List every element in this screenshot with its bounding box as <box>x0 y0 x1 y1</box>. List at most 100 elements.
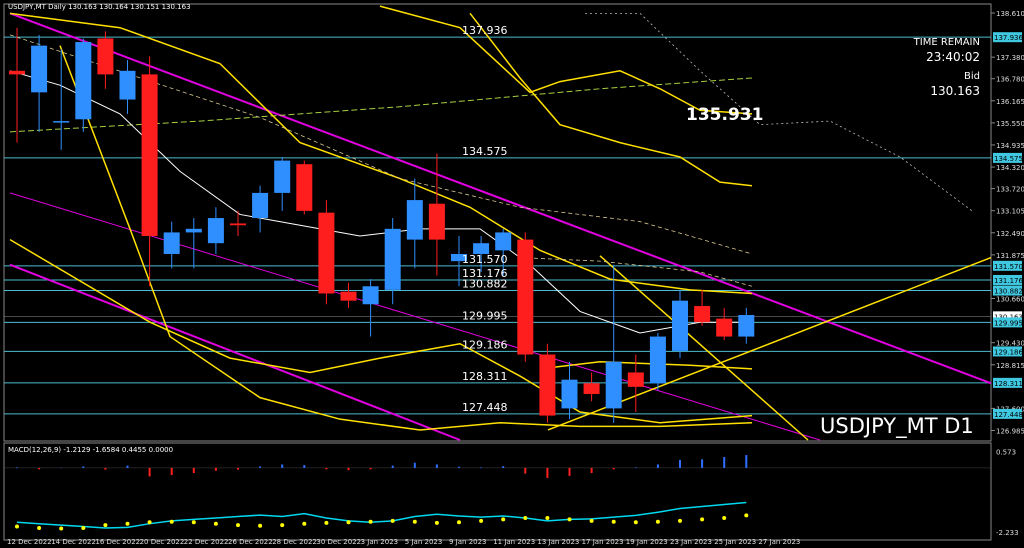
candle-body <box>649 336 666 384</box>
pivot-price-label: 135.931 <box>686 105 764 125</box>
level-label: 134.575 <box>462 145 508 158</box>
channel-lower-line <box>9 263 461 441</box>
macd-signal-dot <box>655 519 660 524</box>
level-label: 129.995 <box>462 309 508 322</box>
candle-body <box>406 200 423 240</box>
price-axis-tag-text: 130.163 <box>994 313 1023 321</box>
time-axis-label: 17 Jan 2023 <box>582 538 624 546</box>
macd-signal-dot <box>457 520 461 525</box>
candle-body <box>495 232 512 251</box>
macd-signal-dot <box>125 521 130 526</box>
macd-signal-dot <box>302 521 307 526</box>
macd-axis-label: 0.573 <box>996 448 1016 456</box>
candle-body <box>428 203 445 240</box>
yellow-band-line <box>469 12 753 187</box>
macd-signal-dot <box>700 517 705 522</box>
macd-header: MACD(12,26,9) -1.2129 -1.6584 0.4455 0.0… <box>8 446 174 454</box>
short-ma-line <box>9 70 752 334</box>
candle-body <box>362 286 379 305</box>
time-axis-label: 20 Dec 2022 <box>140 538 185 546</box>
price-axis-tag <box>993 285 1022 296</box>
macd-signal-dot <box>346 520 351 525</box>
price-axis-label: 137.380 <box>996 54 1024 62</box>
symbol-watermark: USDJPY_MT D1 <box>820 414 974 438</box>
candle-body <box>296 164 313 211</box>
bid-value: 130.163 <box>930 84 980 98</box>
price-axis-label: 136.165 <box>996 98 1024 106</box>
price-axis-label: 133.105 <box>996 208 1024 216</box>
macd-signal-dot <box>412 519 417 524</box>
time-axis-label: 16 Dec 2022 <box>95 538 140 546</box>
price-axis-label: 136.780 <box>996 76 1024 84</box>
price-axis-tag <box>993 32 1022 43</box>
candle-body <box>583 383 600 395</box>
price-axis-tag-text: 127.448 <box>994 411 1023 419</box>
time-axis-label: 5 Jan 2023 <box>405 538 443 546</box>
macd-signal-dot <box>479 518 484 523</box>
time-axis-label: 22 Dec 2022 <box>184 538 229 546</box>
macd-signal-dot <box>258 523 263 528</box>
candle-body <box>163 232 180 254</box>
level-label: 131.570 <box>462 253 508 266</box>
macd-signal-dot <box>324 520 329 525</box>
time-axis: 12 Dec 2022 14 Dec 2022 16 Dec 2022 20 Dec … <box>7 538 800 546</box>
candle-body <box>473 243 490 254</box>
candle-body <box>384 228 401 290</box>
price-axis-label: 132.490 <box>996 230 1024 238</box>
price-axis-tag-text: 129.186 <box>994 348 1023 356</box>
candle-body <box>75 42 92 120</box>
time-axis-label: 9 Jan 2023 <box>449 538 487 546</box>
macd-signal-dot <box>37 525 42 530</box>
price-axis-label: 133.720 <box>996 186 1024 194</box>
time-axis-label: 14 Dec 2022 <box>51 538 96 546</box>
price-axis-tag-text: 128.311 <box>994 380 1023 388</box>
yellow-band-line <box>379 5 753 115</box>
price-axis-label: 138.610 <box>996 10 1024 18</box>
price-axis-tag <box>993 311 1022 322</box>
time-axis-label: 26 Dec 2022 <box>228 538 273 546</box>
time-axis-label: 11 Jan 2023 <box>493 538 535 546</box>
price-axis-label: 135.550 <box>996 120 1024 128</box>
price-axis-tag <box>993 274 1022 285</box>
macd-signal-dot <box>501 517 506 522</box>
macd-signal-dot <box>390 518 395 523</box>
time-remain-label: TIME REMAIN <box>913 37 980 48</box>
candle-body <box>716 318 733 337</box>
macd-signal-dot <box>722 515 727 520</box>
time-axis-label: 3 Jan 2023 <box>361 538 399 546</box>
macd-signal-dot <box>744 513 749 518</box>
level-label: 129.186 <box>462 338 508 351</box>
time-axis-label: 13 Jan 2023 <box>537 538 579 546</box>
price-axis-label: 129.430 <box>996 340 1024 348</box>
candle-body <box>561 379 578 409</box>
macd-signal-dot <box>545 515 550 520</box>
price-axis: 138.610 137.936 137.380 136.780 136.165 135.5… <box>991 10 1024 435</box>
macd-signal-dot <box>59 526 64 531</box>
candle-body <box>31 45 48 93</box>
level-label: 137.936 <box>462 24 508 37</box>
candles <box>9 27 755 423</box>
cloud-boundary <box>585 12 973 212</box>
macd-signal-dot <box>434 520 439 525</box>
time-axis-label: 30 Dec 2022 <box>316 538 361 546</box>
price-axis-label: 134.935 <box>996 142 1024 150</box>
candle-body <box>230 223 246 226</box>
price-axis-tag <box>993 346 1022 357</box>
level-label: 131.176 <box>462 267 508 280</box>
yellow-band-line <box>9 238 753 424</box>
candle-body <box>252 192 269 219</box>
price-axis-label: 134.320 <box>996 164 1024 172</box>
macd-signal-dot <box>103 523 108 528</box>
symbol-ohlc-header: USDJPY,MT Daily 130.163 130.164 130.151 … <box>8 3 191 11</box>
price-axis-tag <box>993 317 1022 328</box>
macd-signal-dot <box>678 518 682 523</box>
candle-body <box>119 70 136 100</box>
level-label: 127.448 <box>462 401 508 414</box>
trendline-up <box>547 256 992 431</box>
time-axis-label: 19 Jan 2023 <box>626 538 668 546</box>
macd-signal-dot <box>81 525 86 530</box>
price-axis-tag <box>993 152 1022 163</box>
